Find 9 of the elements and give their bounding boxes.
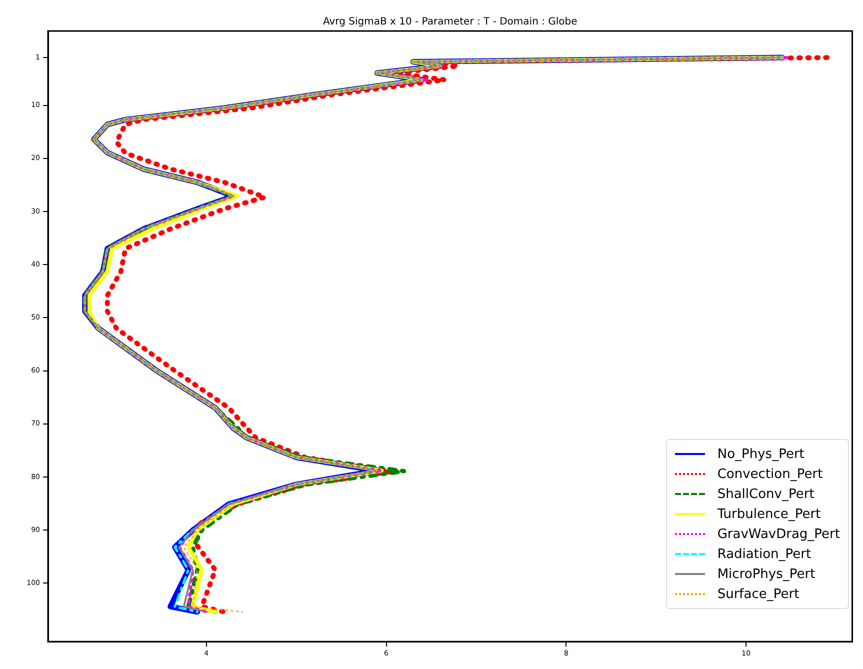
legend-label: GravWavDrag_Pert [717, 526, 840, 542]
chart-title: Avrg SigmaB x 10 - Parameter : T - Domain : Globe [322, 16, 578, 28]
legend-label: MicroPhys_Pert [717, 566, 816, 582]
legend-label: Convection_Pert [717, 466, 823, 482]
legend-label: Turbulence_Pert [717, 506, 821, 522]
legend-label: ShallConv_Pert [717, 486, 814, 502]
legend-label: Radiation_Pert [717, 546, 812, 562]
legend-label: Surface_Pert [717, 586, 800, 602]
legend-label: No_Phys_Pert [717, 446, 804, 462]
